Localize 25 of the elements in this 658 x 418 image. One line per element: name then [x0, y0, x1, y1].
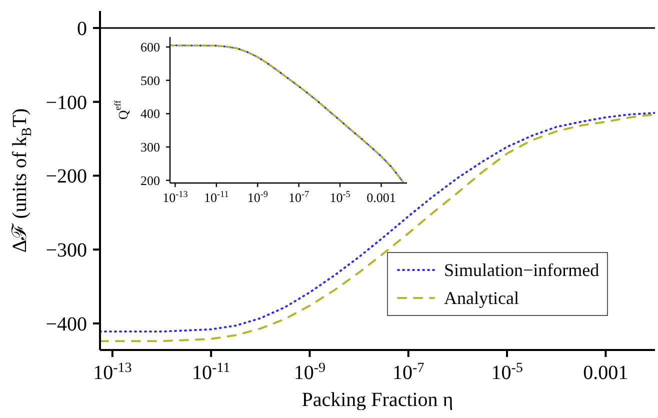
x-tick-label: 10$^{-13}$ — [93, 360, 132, 384]
x-tick-label: 10$^{-7}$ — [288, 189, 310, 205]
y-tick-label: 400 — [140, 106, 160, 122]
y-tick-label: 300 — [140, 140, 160, 155]
y-tick-label: 500 — [140, 72, 160, 88]
x-tick-label: 0.001 — [366, 190, 396, 205]
legend-label: Simulation−informed — [444, 260, 600, 280]
y-tick-label: −200 — [46, 166, 87, 188]
x-tick-label: 10$^{-7}$ — [392, 360, 424, 384]
y-tick-label: −100 — [46, 92, 87, 114]
y-tick-label: 200 — [140, 172, 160, 188]
legend-label: Analytical — [444, 288, 519, 308]
x-tick-label: 10$^{-5}$ — [330, 189, 351, 205]
y-tick-label: 600 — [140, 40, 160, 55]
x-tick-label: 10$^{-9}$ — [247, 189, 268, 205]
y-tick-label: −400 — [46, 313, 87, 336]
y-tick-label: −300 — [46, 240, 87, 262]
x-tick-label: 0.001 — [583, 362, 628, 384]
x-tick-label: 10$^{-13}$ — [162, 189, 188, 205]
x-tick-label: 10$^{-11}$ — [192, 360, 230, 384]
x-tick-label: 10$^{-9}$ — [294, 360, 326, 384]
x-tick-label: 10$^{-5}$ — [491, 360, 523, 384]
x-axis-title: Packing Fraction η — [302, 389, 454, 411]
x-tick-label: 10$^{-11}$ — [204, 189, 229, 205]
y-tick-label: 0 — [77, 18, 87, 40]
